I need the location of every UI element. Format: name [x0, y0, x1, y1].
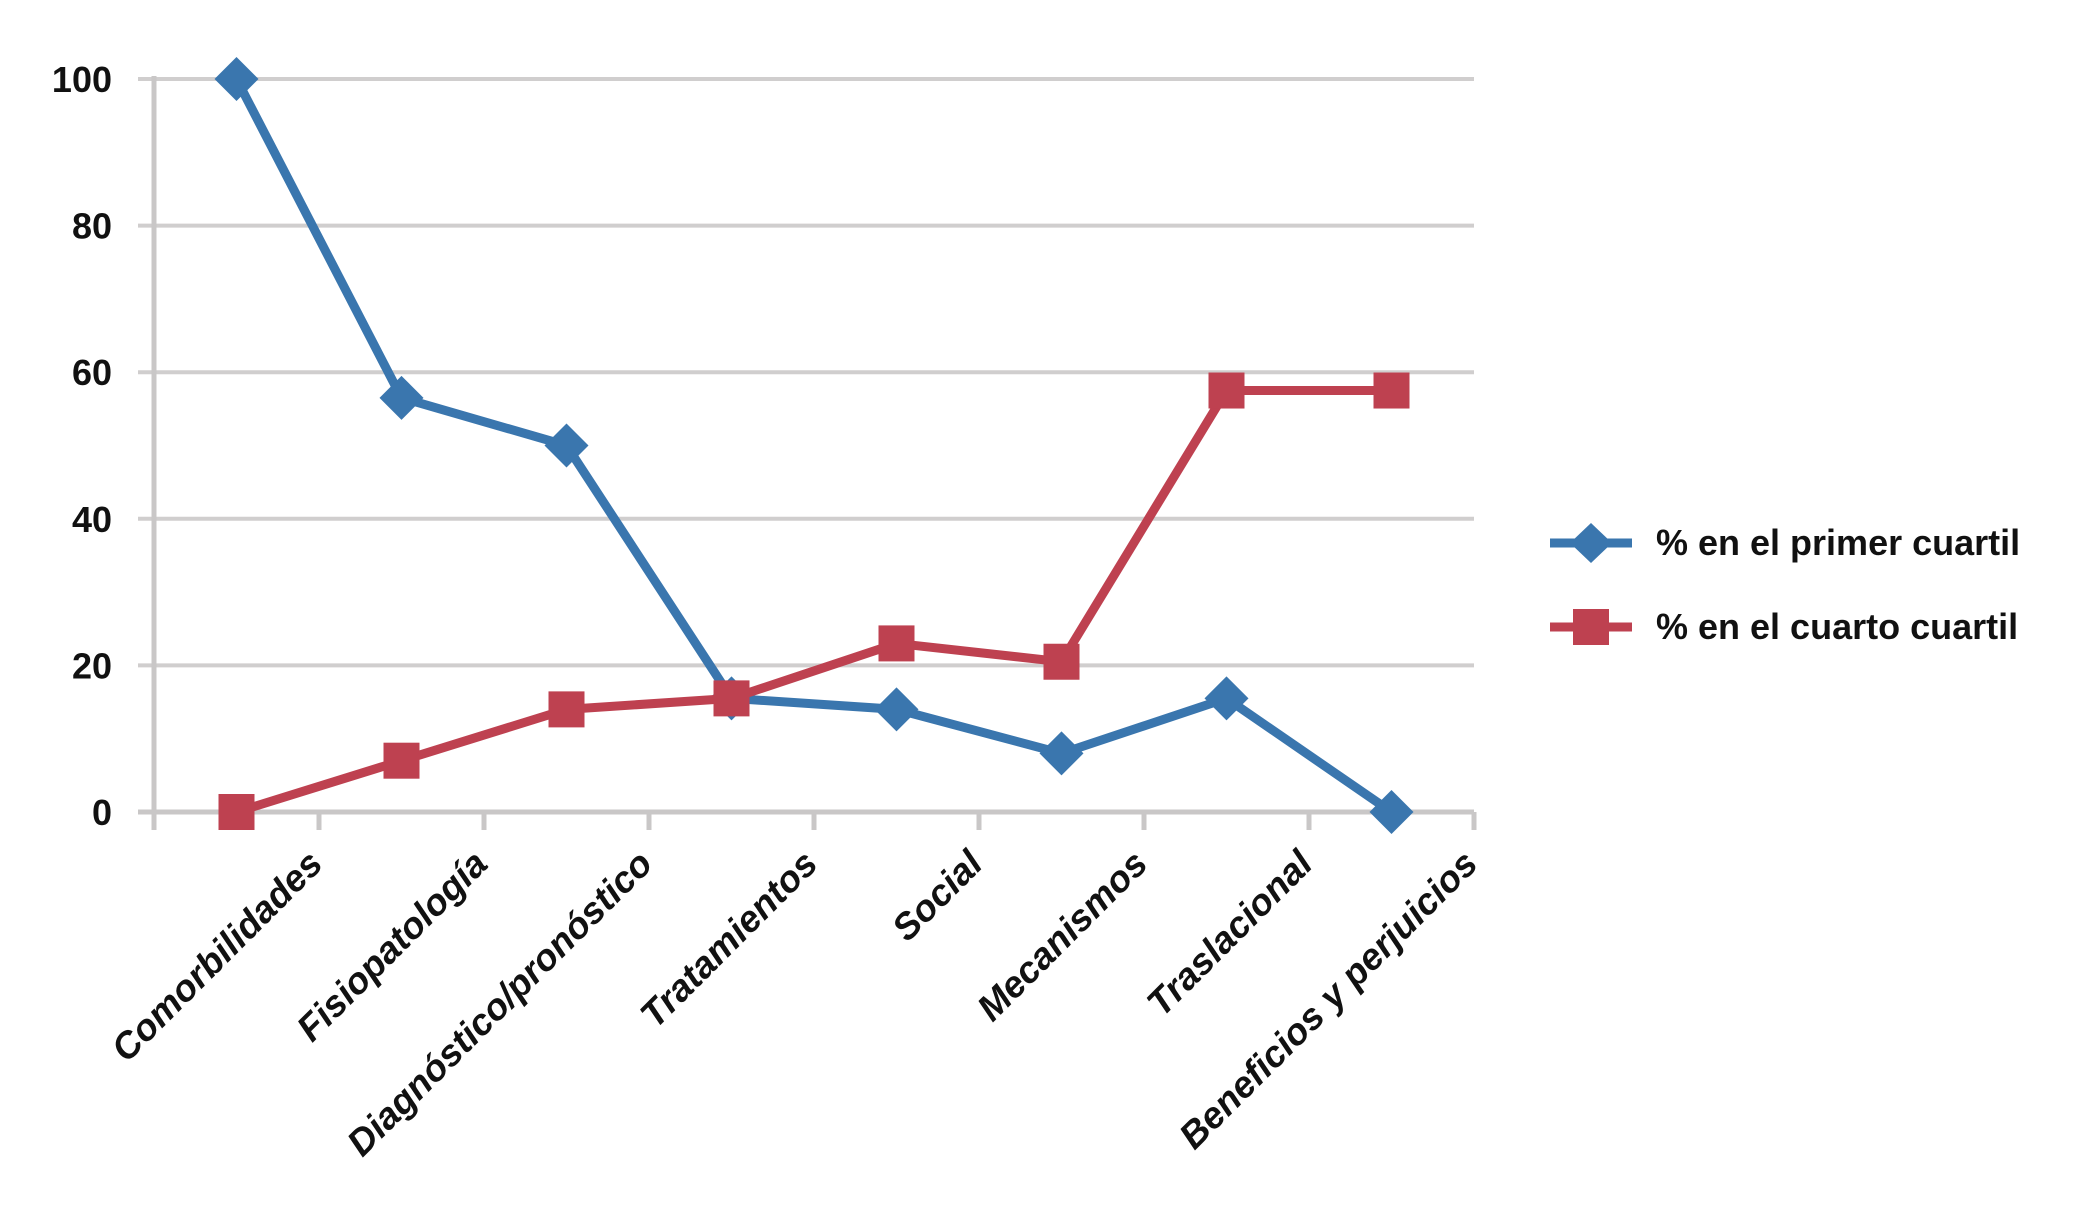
- data-point-marker: [713, 680, 750, 717]
- x-axis-label: Tratamientos: [632, 843, 825, 1036]
- data-point-marker: [383, 742, 420, 779]
- data-point-marker: [1369, 790, 1414, 834]
- gridlines-layer: [138, 77, 1474, 668]
- legend-swatch-diamond-icon: [1550, 523, 1632, 563]
- y-axis-tick-label: 20: [72, 645, 112, 686]
- x-axis-label: Diagnóstico/pronóstico: [339, 843, 660, 1164]
- series-line-0: [232, 76, 1395, 816]
- data-point-marker: [544, 423, 589, 468]
- data-point-marker: [548, 691, 585, 728]
- series-layer: [214, 57, 1414, 834]
- legend-item-cuarto-cuartil: % en el cuarto cuartil: [1548, 605, 2020, 649]
- x-axis-label: Beneficios y perjuicios: [1171, 843, 1485, 1157]
- legend-label-cuarto-cuartil: % en el cuarto cuartil: [1656, 606, 2019, 647]
- y-axis-tick-label: 80: [72, 206, 112, 247]
- data-point-marker: [1204, 676, 1249, 721]
- x-axis-label: Social: [884, 842, 991, 949]
- y-axis-labels: 0 20 40 60 80 100: [52, 59, 112, 833]
- legend-swatch-square-icon: [1550, 609, 1632, 645]
- legend-label-primer-cuartil: % en el primer cuartil: [1656, 522, 2021, 563]
- data-point-marker: [874, 687, 919, 732]
- data-point-marker: [1373, 372, 1410, 409]
- data-point-marker: [1039, 731, 1084, 776]
- y-axis-tick-label: 100: [52, 59, 112, 100]
- x-axis-label: Comorbilidades: [103, 843, 330, 1070]
- data-point-marker: [379, 375, 424, 420]
- data-point-marker: [878, 625, 915, 662]
- series-line-1: [235, 386, 1392, 817]
- axes-layer: [138, 76, 1477, 830]
- data-point-marker: [214, 57, 259, 101]
- data-point-marker: [1208, 372, 1245, 409]
- y-axis-tick-label: 0: [92, 792, 112, 833]
- x-axis-label: Traslacional: [1139, 842, 1321, 1024]
- y-axis-tick-label: 60: [72, 352, 112, 393]
- legend: % en el primer cuartil % en el cuarto cu…: [1548, 521, 2020, 649]
- data-point-marker: [1043, 643, 1080, 680]
- y-axis-tick-label: 40: [72, 499, 112, 540]
- x-axis-label: Mecanismos: [969, 843, 1155, 1029]
- x-axis-labels: ComorbilidadesFisiopatologíaDiagnóstico/…: [103, 842, 1485, 1164]
- legend-item-primer-cuartil: % en el primer cuartil: [1548, 521, 2020, 565]
- data-point-marker: [218, 794, 255, 830]
